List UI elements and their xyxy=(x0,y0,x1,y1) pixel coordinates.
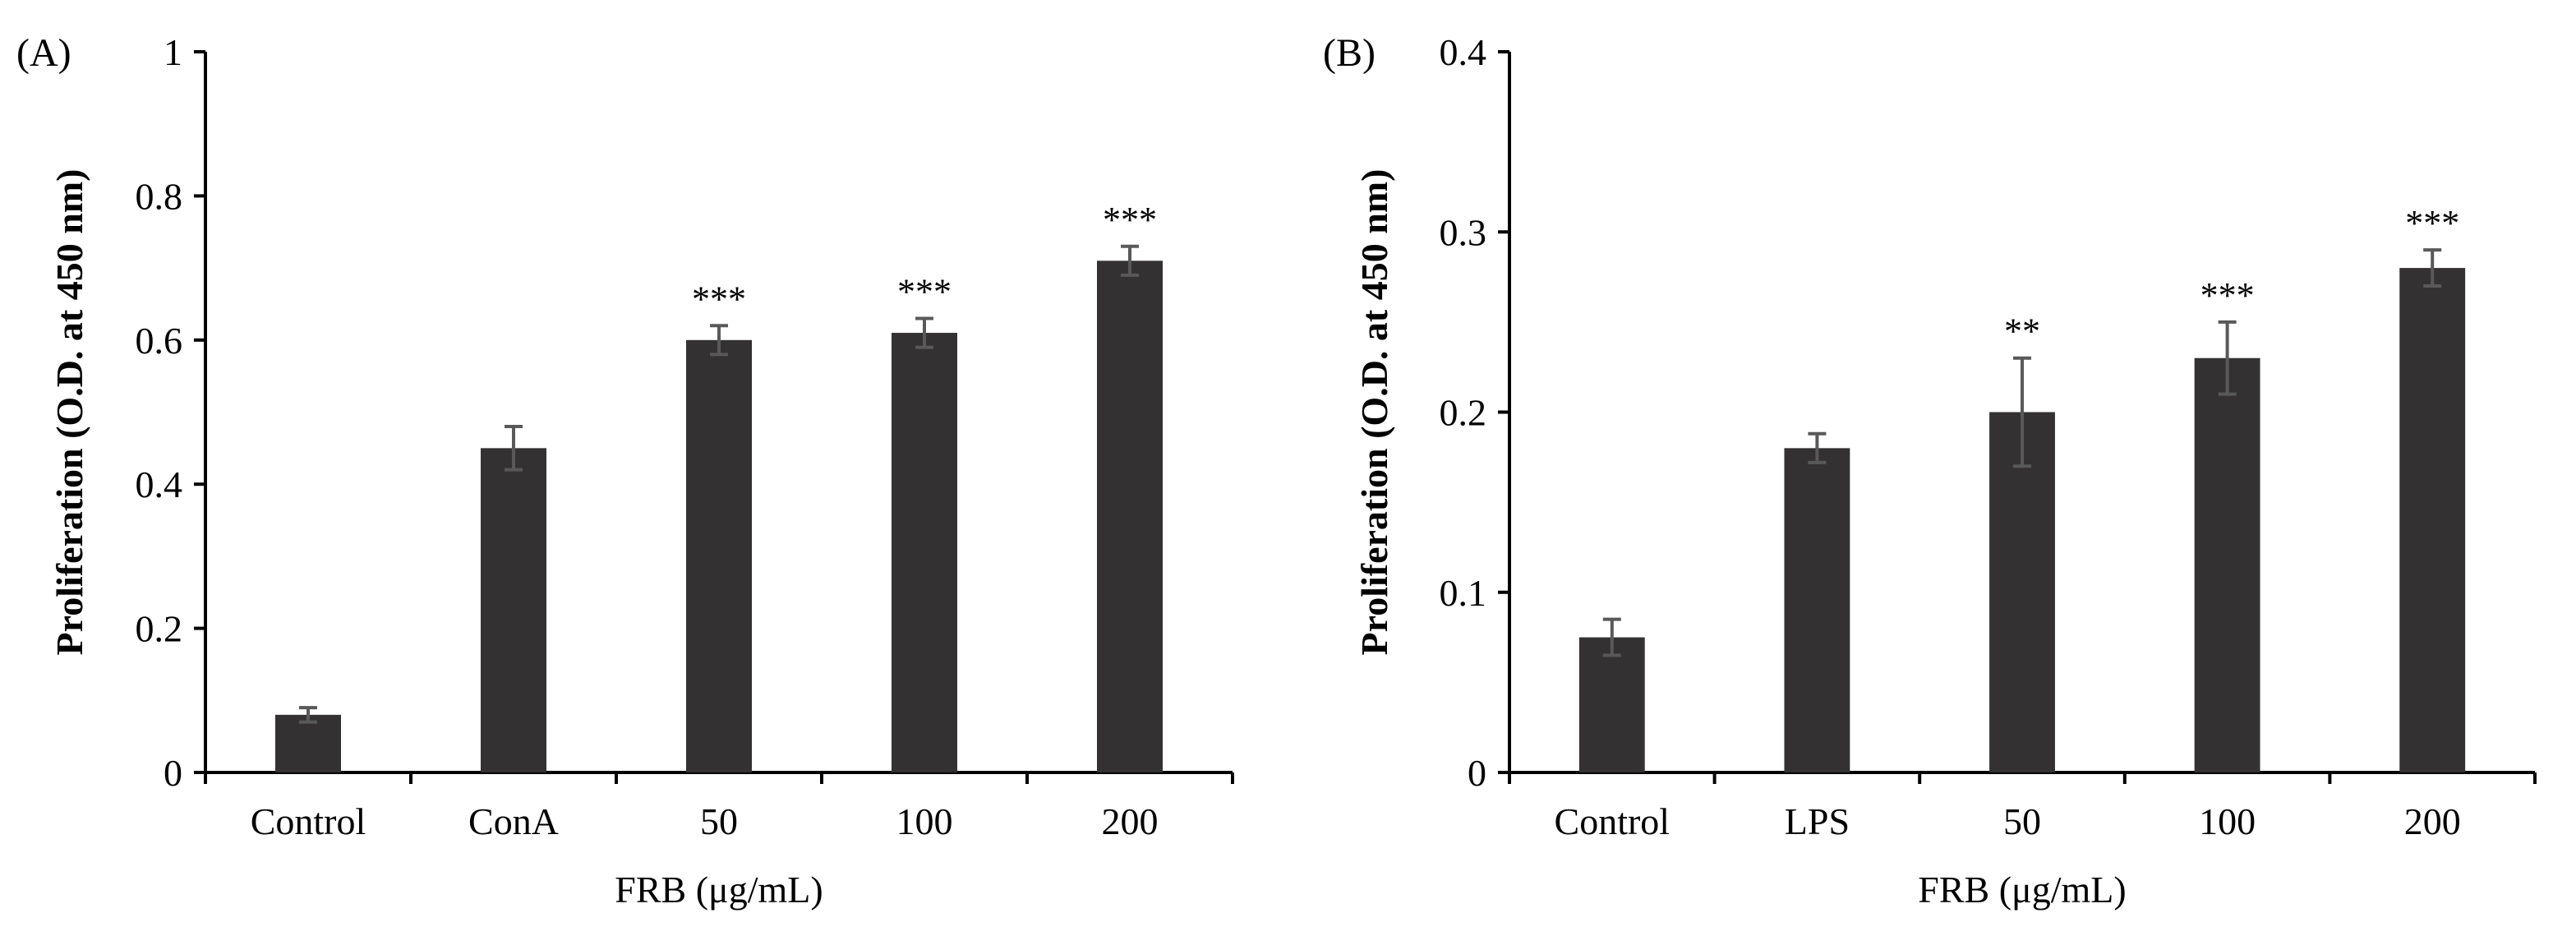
x-category-label: LPS xyxy=(1785,800,1850,842)
x-category-label: 200 xyxy=(1102,800,1159,842)
x-category-label: ConA xyxy=(468,800,559,842)
bar-lps xyxy=(1784,448,1850,772)
significance-label: *** xyxy=(897,271,952,311)
significance-label: *** xyxy=(692,279,746,319)
y-tick-label: 0.2 xyxy=(1440,392,1487,434)
error-bar xyxy=(1808,431,1827,464)
x-category-label: 100 xyxy=(896,800,953,842)
y-axis-title: Proliferation (O.D. at 450 nm) xyxy=(48,169,90,656)
significance-label: *** xyxy=(2200,275,2255,316)
error-bar xyxy=(1602,617,1621,657)
y-tick-label: 0 xyxy=(164,752,182,794)
error-bar xyxy=(505,425,523,472)
y-tick-label: 0.1 xyxy=(1440,572,1487,614)
y-tick-label: 0.6 xyxy=(136,320,183,362)
y-tick-label: 0.3 xyxy=(1440,211,1487,253)
x-category-label: 50 xyxy=(2003,800,2041,842)
x-category-label: Control xyxy=(1555,800,1670,842)
y-tick-label: 0 xyxy=(1468,752,1486,794)
significance-label: *** xyxy=(2405,203,2459,243)
panel-a-chart: (A) 0 0.2 0.4 0.6 0.8 1 Control ConA 50 *** 100 *** 2… xyxy=(16,31,1234,911)
y-tick-label: 0.4 xyxy=(1440,31,1487,73)
error-bar xyxy=(915,316,933,349)
x-axis-title: FRB (μg/mL) xyxy=(1918,869,2126,911)
x-category-label: 200 xyxy=(2404,800,2461,842)
bar-cona xyxy=(481,448,546,772)
bar-200 xyxy=(2399,268,2466,773)
y-tick-label: 1 xyxy=(164,31,182,73)
error-bar xyxy=(299,706,317,724)
panel-b-chart: (B) 0 0.1 0.2 0.3 0.4 Control LPS 50 ** 100 *** 200 *… xyxy=(1323,31,2537,911)
panel-label: (B) xyxy=(1323,31,1376,75)
x-category-label: 50 xyxy=(700,800,738,842)
y-tick-label: 0.2 xyxy=(136,608,183,650)
bar-control xyxy=(275,714,341,772)
error-bar xyxy=(710,324,728,357)
x-category-label: Control xyxy=(251,800,366,842)
bar-50 xyxy=(686,339,752,772)
error-bar xyxy=(1121,244,1139,277)
significance-label: *** xyxy=(1103,200,1157,240)
bar-control xyxy=(1578,637,1645,772)
bar-200 xyxy=(1097,261,1163,773)
y-tick-label: 0.8 xyxy=(136,175,183,217)
significance-label: ** xyxy=(2004,311,2040,352)
x-category-label: 100 xyxy=(2199,800,2256,842)
panel-label: (A) xyxy=(16,31,71,75)
error-bar xyxy=(2218,320,2237,396)
bar-50 xyxy=(1989,412,2055,772)
y-tick-label: 0.4 xyxy=(136,463,183,505)
y-axis-title: Proliferation (O.D. at 450 nm) xyxy=(1353,169,1395,656)
x-axis-title: FRB (μg/mL) xyxy=(615,869,823,911)
bar-100 xyxy=(892,333,957,772)
error-bar xyxy=(2013,356,2031,468)
bar-100 xyxy=(2194,357,2260,772)
error-bar xyxy=(2423,248,2442,288)
